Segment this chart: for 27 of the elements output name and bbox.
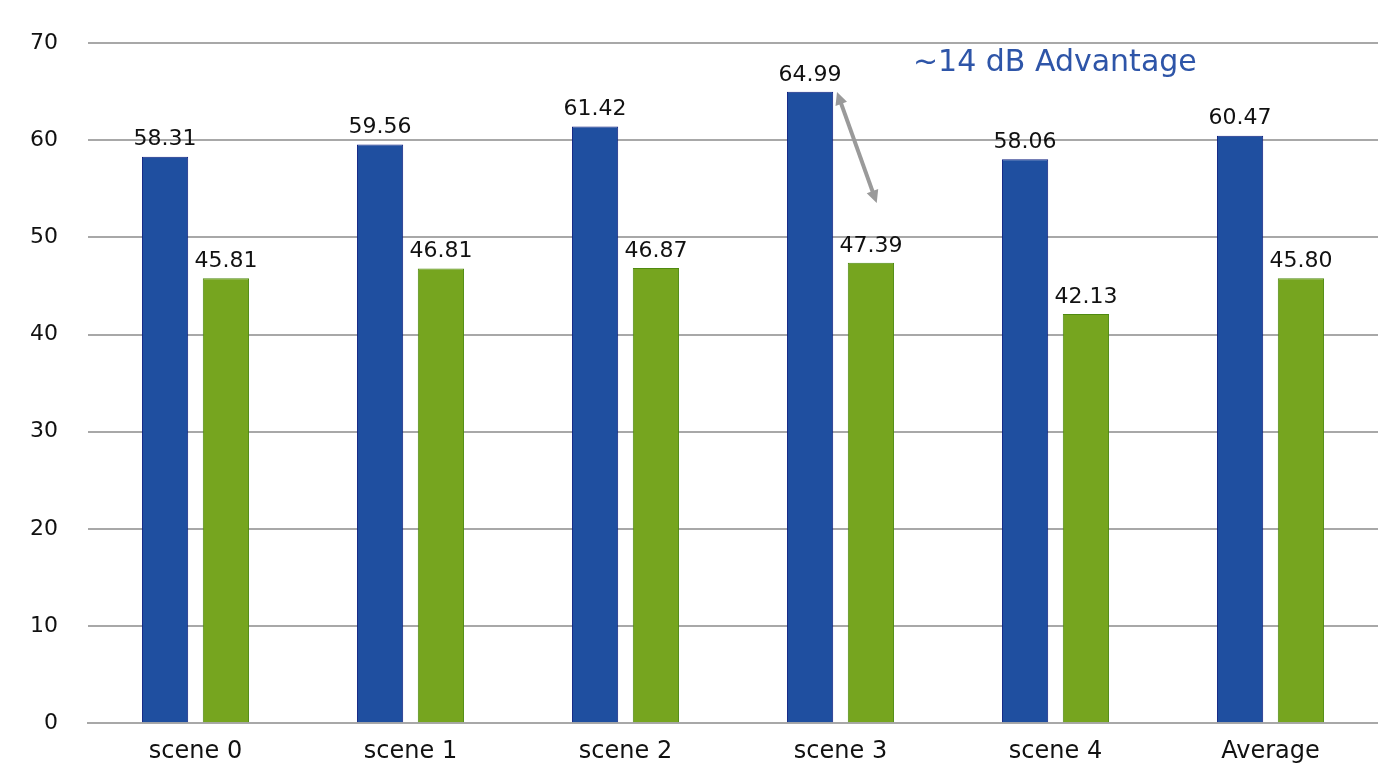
x-tick-label: scene 2 [578, 735, 673, 764]
y-tick-label: 30 [29, 417, 58, 443]
data-label: 58.31 [133, 125, 197, 151]
x-tick-label: scene 3 [793, 735, 888, 764]
data-label: 45.81 [194, 246, 258, 272]
data-label: 47.39 [839, 231, 903, 257]
y-tick-label: 10 [29, 611, 58, 637]
x-tick-label: scene 1 [363, 735, 458, 764]
data-label: 60.47 [1208, 104, 1272, 130]
data-label: 59.56 [348, 113, 412, 139]
data-label: 61.42 [563, 95, 627, 121]
annotation: ~14 dB Advantage [912, 43, 1197, 78]
x-tick-label: Average [1221, 735, 1320, 764]
x-tick-label: scene 4 [1008, 735, 1103, 764]
y-tick-label: 50 [29, 223, 58, 249]
x-tick-label: scene 0 [148, 735, 243, 764]
data-label: 42.13 [1054, 282, 1118, 308]
y-tick-label: 60 [29, 126, 58, 152]
data-label: 45.80 [1269, 247, 1333, 272]
y-tick-label: 70 [29, 28, 58, 54]
data-label: 58.06 [993, 127, 1057, 153]
data-label: 46.81 [409, 237, 473, 263]
y-tick-label: 0 [43, 708, 58, 734]
data-label: 64.99 [778, 60, 842, 86]
data-label: 46.87 [624, 236, 688, 262]
y-tick-label: 40 [29, 320, 58, 346]
y-tick-label: 20 [29, 514, 58, 540]
